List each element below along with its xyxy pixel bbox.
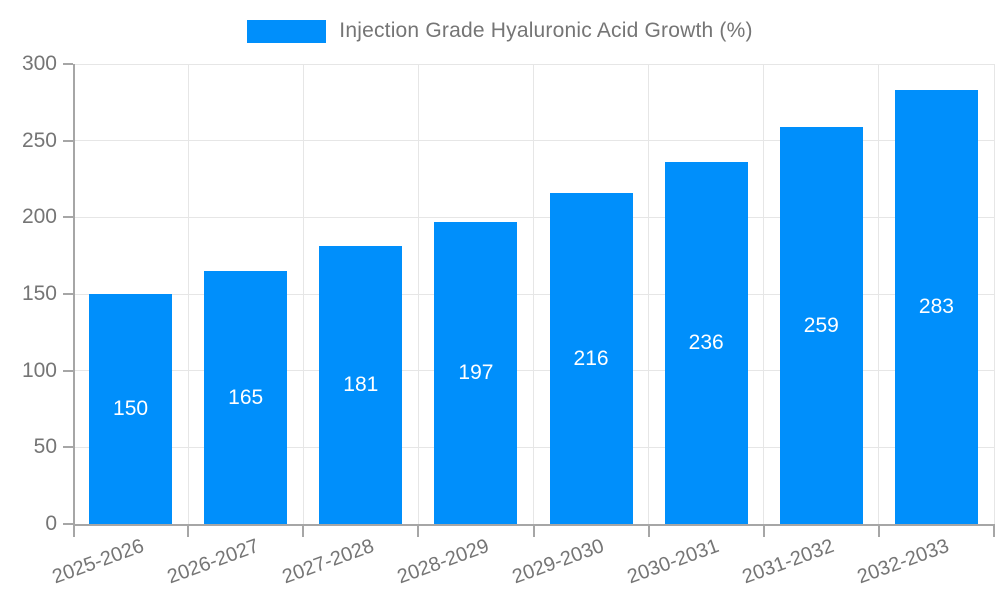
bar[interactable]: 165 [204,271,288,524]
bar[interactable]: 150 [89,294,173,524]
y-axis-tick [63,216,73,219]
y-axis-tick [63,63,73,65]
y-axis-tick [63,369,73,372]
bar-value-label: 236 [688,331,724,354]
plot-area: 0 50 100 150 200 250 300 150 2025-2026 165 2026-20… [22,52,995,588]
y-tick-label: 300 [21,52,57,75]
y-axis-tick [63,446,73,449]
vertical-gridline [417,64,419,524]
x-axis-tick [532,524,535,537]
vertical-gridline [763,64,765,524]
bar-value-label: 216 [573,346,609,370]
x-axis-tick [417,524,420,537]
bar[interactable]: 197 [434,222,518,524]
y-tick-label: 150 [21,282,57,305]
vertical-gridline [878,64,880,524]
vertical-gridline [533,64,534,524]
y-tick-label: 0 [45,512,57,535]
bar[interactable]: 216 [549,193,633,524]
y-axis-tick [63,523,73,525]
bar[interactable]: 236 [664,162,748,524]
bar-value-label: 165 [228,385,264,409]
vertical-gridline [187,64,189,524]
x-axis-tick [73,524,75,537]
y-tick-label: 250 [21,128,57,152]
x-axis-tick [187,524,190,537]
x-axis-tick [993,524,995,537]
vertical-gridline [302,64,304,524]
y-axis-tick [63,293,73,295]
vertical-gridline [993,64,995,524]
bar[interactable]: 259 [779,127,863,524]
bar-value-label: 283 [918,295,954,318]
x-axis-tick [647,524,650,537]
y-axis-line [73,64,75,526]
x-axis-tick [762,524,765,537]
y-tick-label: 50 [33,435,57,459]
legend-swatch [247,19,327,43]
legend-label: Injection Grade Hyaluronic Acid Growth (… [339,19,753,42]
bar-value-label: 197 [458,361,494,384]
bar[interactable]: 181 [319,246,403,524]
y-axis-tick [63,139,73,142]
y-tick-label: 100 [21,358,57,382]
x-axis-tick [302,524,305,537]
x-axis-tick [877,524,880,537]
bar-value-label: 150 [113,397,149,420]
bar[interactable]: 283 [894,90,978,524]
vertical-gridline [648,64,650,524]
y-tick-label: 200 [21,205,57,229]
legend[interactable]: Injection Grade Hyaluronic Acid Growth (… [0,19,1000,43]
bar-value-label: 259 [803,313,839,337]
bar-value-label: 181 [343,373,379,396]
